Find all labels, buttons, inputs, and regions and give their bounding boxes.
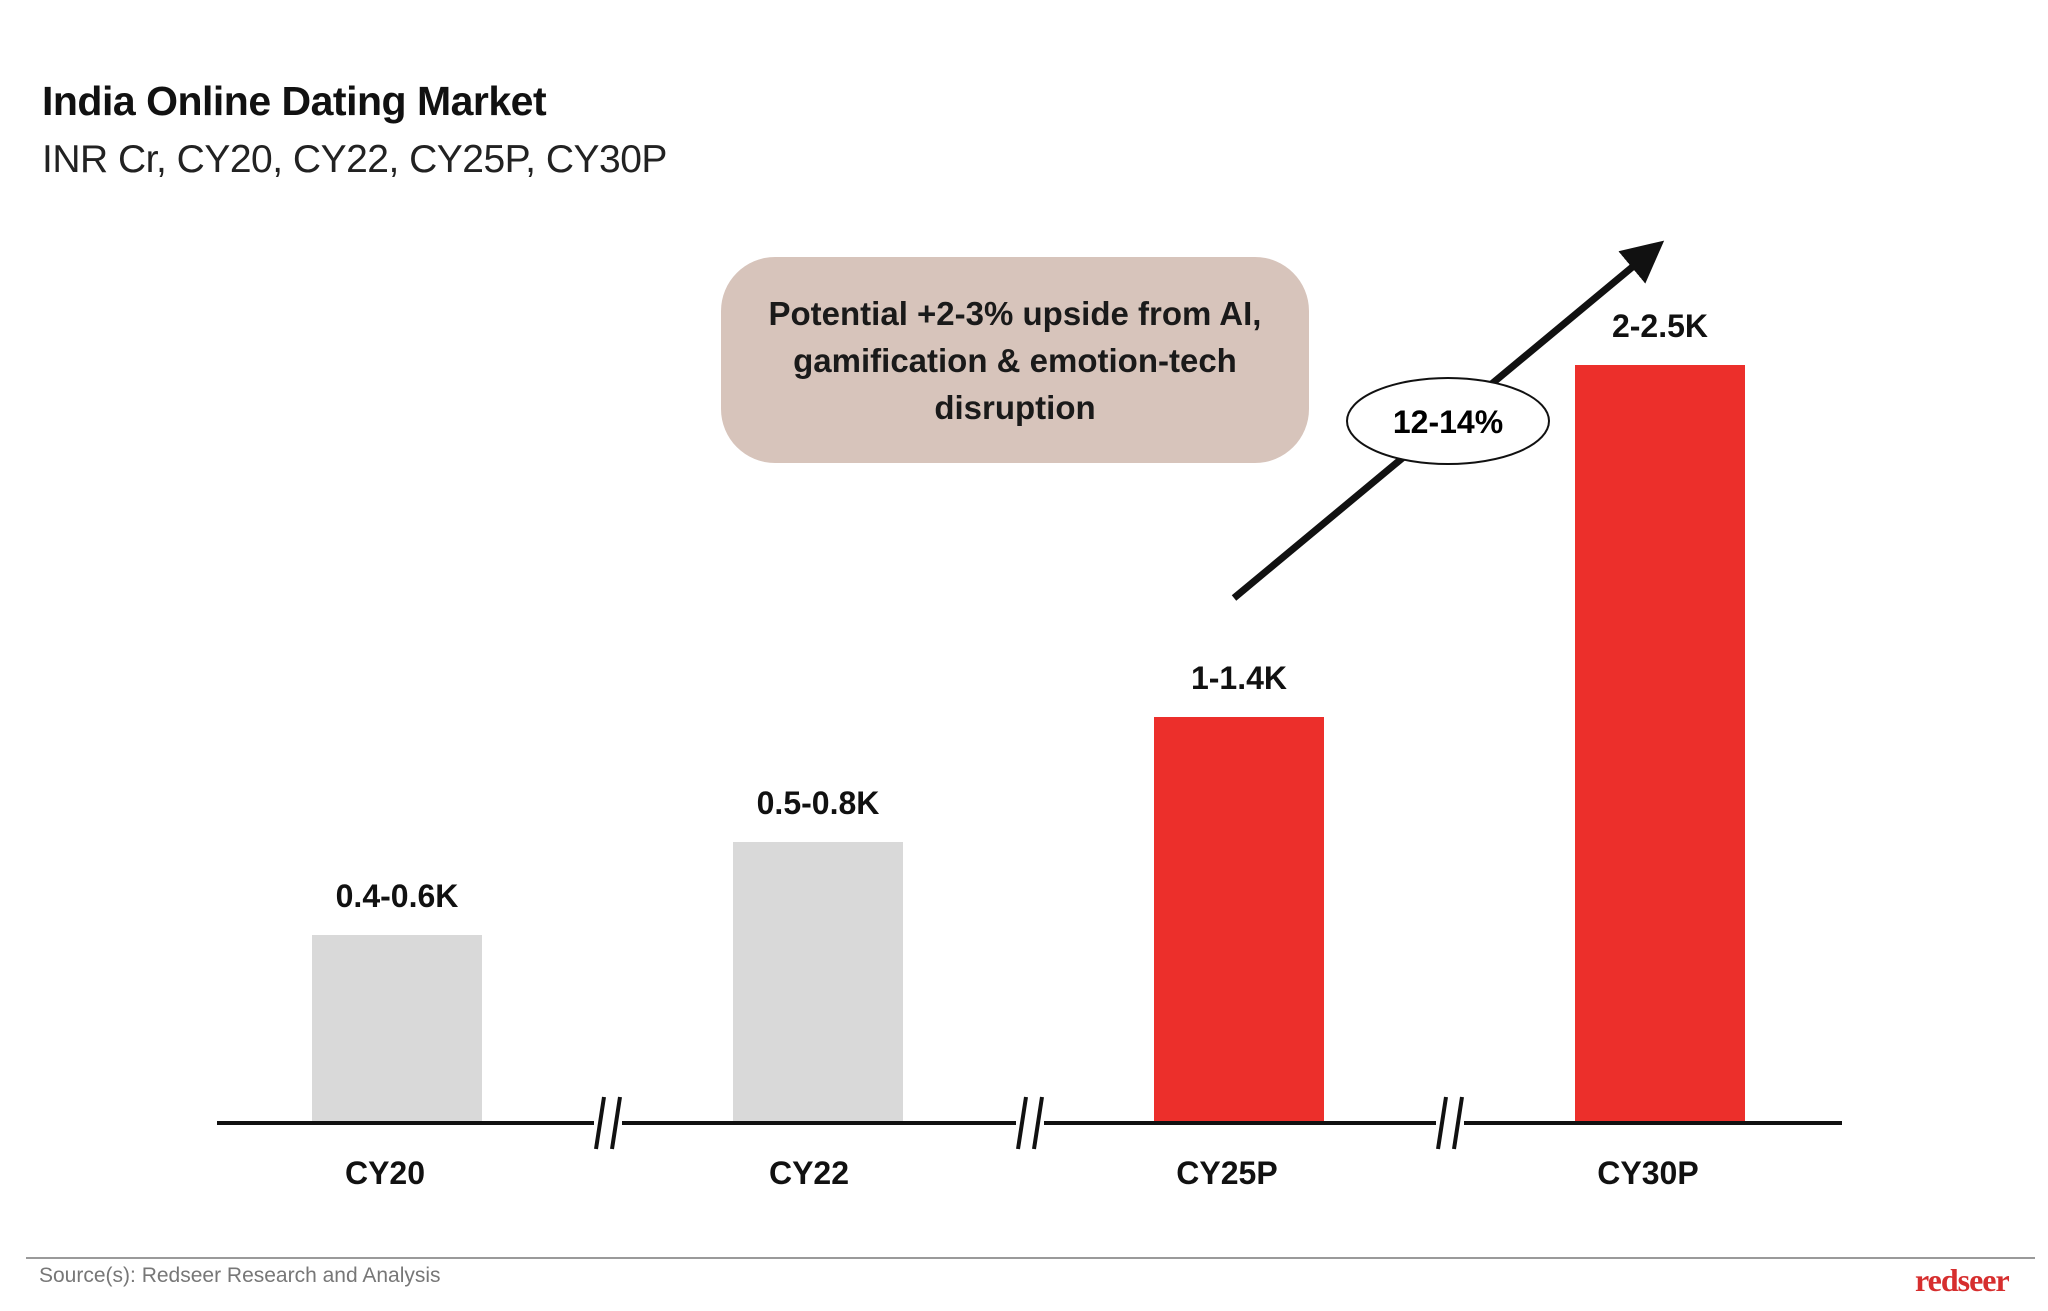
axis-break-mark (1452, 1096, 1464, 1150)
cagr-ellipse (1346, 377, 1550, 465)
footer-divider (26, 1257, 2035, 1259)
source-note: Source(s): Redseer Research and Analysis (39, 1264, 441, 1287)
bar-cy20 (312, 935, 482, 1123)
category-label: CY30P (1597, 1155, 1698, 1191)
category-label: CY20 (345, 1155, 425, 1191)
axis-break-mark (1436, 1096, 1448, 1150)
chart-subtitle: INR Cr, CY20, CY22, CY25P, CY30P (42, 138, 667, 181)
data-label: 2-2.5K (1612, 308, 1708, 344)
axis-break-mark (1016, 1096, 1028, 1150)
data-label: 0.4-0.6K (336, 878, 459, 914)
data-label: 1-1.4K (1191, 660, 1287, 696)
axis-break-mark (610, 1096, 622, 1150)
cagr-label: 12-14% (1393, 404, 1503, 440)
bar-cy30p (1575, 365, 1745, 1123)
upside-callout: Potential +2-3% upside from AI, gamifica… (721, 257, 1309, 463)
bar-cy22 (733, 842, 903, 1123)
bar-cy25p (1154, 717, 1324, 1123)
category-label: CY22 (769, 1155, 849, 1191)
category-label: CY25P (1176, 1155, 1277, 1191)
axis-break-mark (1032, 1096, 1044, 1150)
redseer-logo: redseer (1915, 1262, 2010, 1298)
data-label: 0.5-0.8K (757, 785, 880, 821)
chart-title: India Online Dating Market (42, 78, 547, 124)
axis-break-mark (594, 1096, 606, 1150)
